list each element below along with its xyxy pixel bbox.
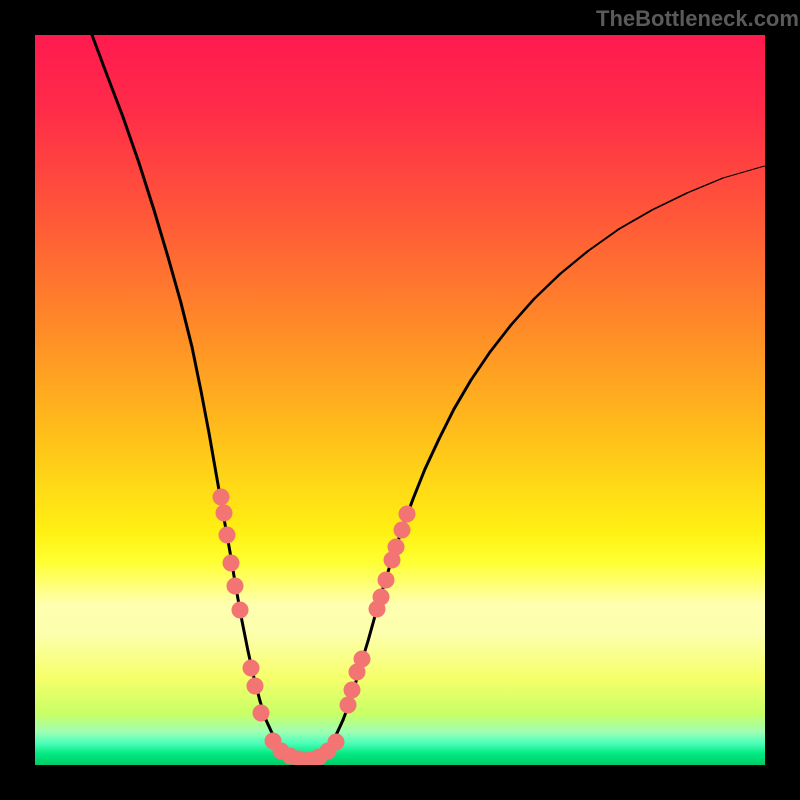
data-point (213, 489, 230, 506)
data-point (328, 734, 345, 751)
chart-svg (35, 35, 765, 765)
data-point (354, 651, 371, 668)
data-point (219, 527, 236, 544)
data-point (247, 678, 264, 695)
data-point (227, 578, 244, 595)
data-point (232, 602, 249, 619)
data-point (388, 539, 405, 556)
data-point (344, 682, 361, 699)
data-point (399, 506, 416, 523)
data-point (373, 589, 390, 606)
data-point (340, 697, 357, 714)
chart-background (35, 35, 765, 765)
watermark-text: TheBottleneck.com (596, 6, 799, 32)
data-point (378, 572, 395, 589)
data-point (394, 522, 411, 539)
data-point (253, 705, 270, 722)
data-point (216, 505, 233, 522)
data-point (223, 555, 240, 572)
chart-container (35, 35, 765, 765)
data-point (243, 660, 260, 677)
